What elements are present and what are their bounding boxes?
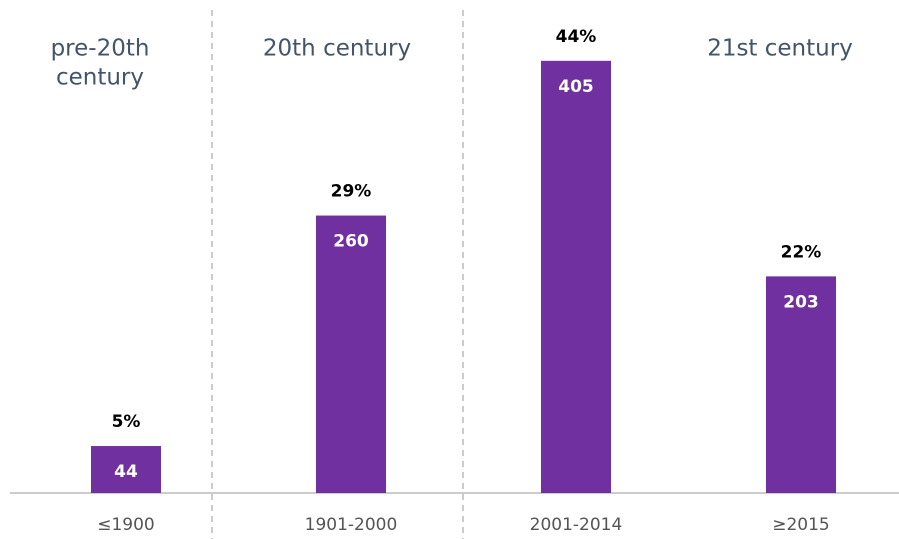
share-label: 22%: [781, 242, 822, 262]
share-label: 29%: [331, 182, 372, 202]
share-label: 44%: [556, 27, 597, 47]
bar: [91, 446, 161, 493]
share-label: 5%: [112, 412, 141, 432]
x-tick-label: ≥2015: [772, 515, 830, 535]
bar: [766, 276, 836, 493]
value-label: 405: [558, 77, 594, 97]
section-label: pre-20th: [51, 36, 150, 62]
bar: [316, 215, 386, 493]
x-tick-label: ≤1900: [97, 515, 155, 535]
x-tick-label: 1901-2000: [305, 515, 398, 535]
section-label: 20th century: [263, 36, 411, 62]
x-tick-label: 2001-2014: [530, 515, 623, 535]
value-label: 44: [114, 462, 138, 482]
value-label: 260: [333, 232, 369, 252]
bar: [541, 60, 611, 493]
section-label: 21st century: [707, 36, 853, 62]
value-label: 203: [783, 292, 819, 312]
section-label: century: [56, 65, 144, 91]
